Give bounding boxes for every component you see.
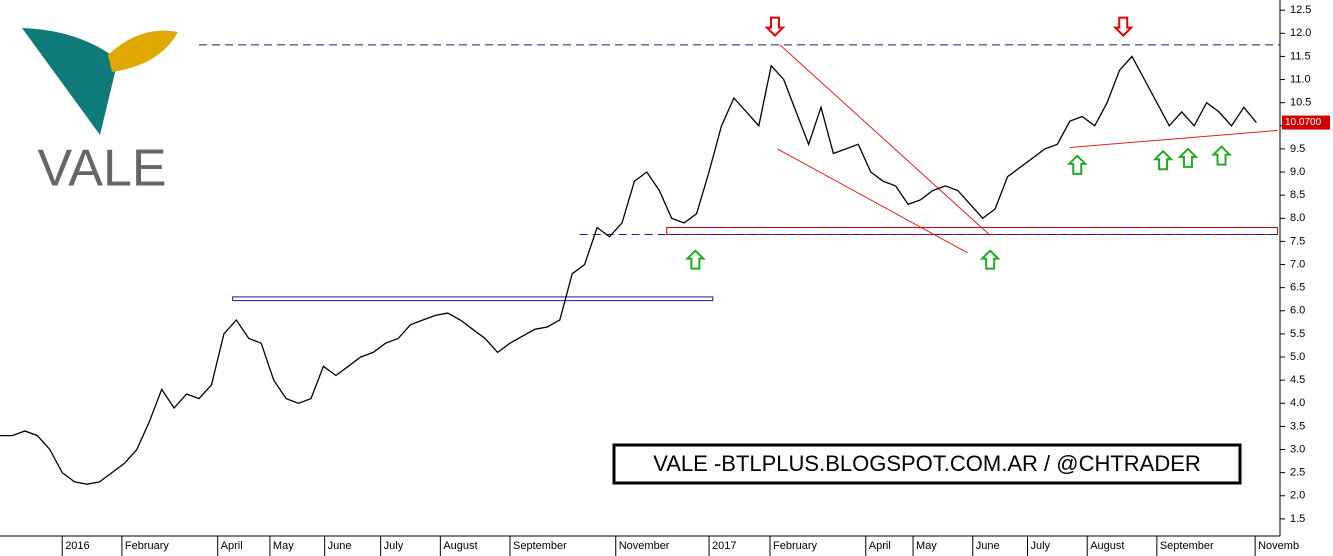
price-line [0,55,1257,485]
y-tick-label: 6.0 [1290,305,1305,317]
y-tick-label: 10.5 [1290,97,1311,109]
y-tick-label: 7.5 [1290,235,1305,247]
arrow [764,16,786,38]
y-tick-label: 2.0 [1290,490,1305,502]
x-tick-label: May [916,540,937,552]
y-tick-label: 8.5 [1290,189,1305,201]
watermark-box [612,443,1242,485]
x-tick-label: 2017 [712,540,736,552]
y-tick-label: 5.5 [1290,328,1305,340]
zone [232,296,714,302]
y-tick-label: 2.5 [1290,467,1305,479]
arrow [1177,147,1199,168]
x-tick-label: May [273,540,294,552]
y-tick-label: 9.5 [1290,143,1305,155]
y-tick-label: 4.0 [1290,397,1305,409]
x-tick-label: April [221,540,243,552]
x-tick-label: August [443,540,477,552]
x-tick-label: April [869,540,891,552]
trendline [779,44,991,236]
y-tick-label: 3.5 [1290,420,1305,432]
y-tick-label: 8.0 [1290,212,1305,224]
x-tick-label: Novemb [1258,540,1299,552]
arrow [1066,154,1088,175]
arrow [1211,145,1232,166]
x-tick-label: September [513,540,567,552]
arrow [684,249,706,270]
x-tick-label: February [773,540,818,552]
arrow [1112,16,1134,38]
watermark: VALE -BTLPLUS.BLOGSPOT.COM.AR / @CHTRADE… [653,451,1201,476]
x-tick-label: September [1160,540,1214,552]
logo: VALE [22,28,178,198]
logo-text: VALE [37,140,166,198]
arrow [979,249,1001,270]
x-tick-label: November [619,540,670,552]
x-tick-label: February [125,540,170,552]
logo-mark [108,30,178,73]
y-tick-label: 6.5 [1290,282,1305,294]
x-tick-label: June [328,540,352,552]
arrow [1152,149,1174,171]
y-tick-label: 7.0 [1290,258,1305,270]
trendline [1069,129,1278,149]
last-price-label: 10.0700 [1285,117,1322,128]
y-tick-label: 12.5 [1290,4,1311,16]
x-tick-label: 2016 [65,540,89,552]
x-tick-label: July [384,540,404,552]
y-tick-label: 1.5 [1290,513,1305,525]
y-tick-label: 3.0 [1290,443,1305,455]
y-tick-label: 11.0 [1290,73,1311,85]
trendline [777,148,969,254]
logo-mark [22,28,118,135]
last-price-box [1282,115,1330,130]
x-tick-label: June [976,540,1000,552]
y-tick-label: 12.0 [1290,27,1311,39]
y-tick-label: 9.0 [1290,166,1305,178]
y-tick-label: 4.5 [1290,374,1305,386]
x-tick-label: July [1030,540,1050,552]
y-tick-label: 5.0 [1290,351,1305,363]
x-tick-label: August [1090,540,1124,552]
y-tick-label: 11.5 [1290,50,1311,62]
